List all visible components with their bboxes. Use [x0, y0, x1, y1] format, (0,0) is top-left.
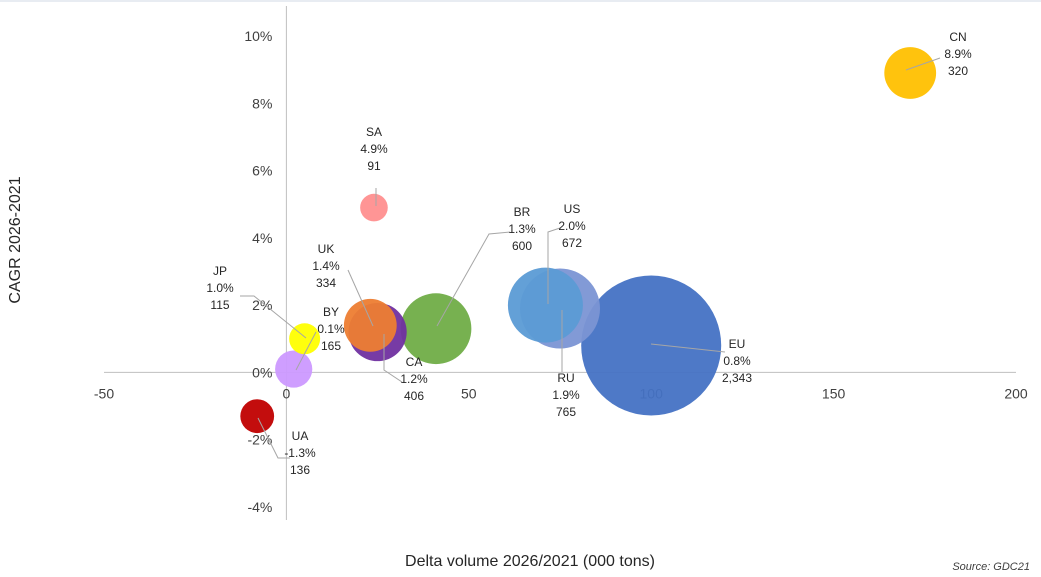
ru-cagr-label: 1.9% — [552, 388, 580, 402]
leader-line-br — [436, 231, 511, 327]
y-tick-label: -4% — [247, 499, 272, 515]
br-cagr-label: 1.3% — [508, 222, 536, 236]
x-tick-label: 50 — [461, 385, 477, 401]
ua-volume-label: 136 — [290, 463, 310, 477]
bubble-eu — [581, 275, 722, 416]
x-axis-title: Delta volume 2026/2021 (000 tons) — [405, 553, 655, 570]
jp-volume-label: 115 — [210, 298, 229, 312]
ca-volume-label: 406 — [404, 389, 424, 403]
br-volume-label: 600 — [512, 239, 532, 253]
y-axis-title: CAGR 2026-2021 — [7, 176, 24, 303]
sa-cagr-label: 4.9% — [360, 142, 388, 156]
x-tick-label: 200 — [1004, 385, 1028, 401]
bubble-cn — [884, 47, 937, 99]
ca-cagr-label: 1.2% — [400, 372, 428, 386]
eu-name-label: EU — [729, 337, 746, 351]
ru-name-label: RU — [557, 371, 574, 385]
jp-cagr-label: 1.0% — [206, 281, 234, 295]
eu-volume-label: 2,343 — [722, 371, 752, 385]
by-cagr-label: 0.1% — [317, 322, 345, 336]
uk-cagr-label: 1.4% — [312, 259, 340, 273]
y-tick-label: 0% — [252, 364, 272, 380]
leader-line-uk — [347, 269, 374, 327]
cn-name-label: CN — [949, 30, 966, 44]
bubble-uk — [343, 298, 397, 352]
leader-line-ca — [383, 334, 403, 383]
leader-line-by — [295, 331, 317, 371]
bubble-ua — [240, 399, 275, 434]
source-note: Source: GDC21 — [952, 561, 1030, 573]
y-tick-label: 2% — [252, 297, 272, 313]
bubble-us — [507, 267, 583, 343]
sa-name-label: SA — [366, 125, 382, 139]
bubbles — [240, 47, 937, 434]
leader-line-ua — [257, 417, 290, 459]
us-name-label: US — [564, 202, 581, 216]
leader-line-eu — [650, 343, 726, 353]
by-name-label: BY — [323, 305, 339, 319]
y-tick-label: 6% — [252, 163, 272, 179]
ru-volume-label: 765 — [556, 405, 576, 419]
ua-cagr-label: -1.3% — [284, 446, 316, 460]
x-tick-label: 150 — [822, 385, 846, 401]
leader-line-us — [547, 227, 561, 304]
ca-name-label: CA — [406, 355, 423, 369]
bubble-sa — [360, 193, 388, 222]
y-tick-label: 4% — [252, 230, 272, 246]
us-volume-label: 672 — [562, 236, 582, 250]
eu-cagr-label: 0.8% — [723, 354, 751, 368]
bubble-labels: EU 0.8% 2,343 RU 1.9% 765 US 2.0% 672 BR 1.3% 600 CA… — [206, 30, 972, 477]
by-volume-label: 165 — [321, 339, 341, 353]
x-tick-label: -50 — [94, 385, 114, 401]
axes: -50050100150200-4%-2%0%2%4%6%8%10% — [94, 6, 1028, 520]
x-tick-label: 0 — [283, 385, 291, 401]
leader-line-cn — [905, 57, 941, 71]
uk-name-label: UK — [318, 242, 335, 256]
us-cagr-label: 2.0% — [558, 219, 586, 233]
y-tick-label: -2% — [247, 432, 272, 448]
y-tick-label: 10% — [244, 28, 272, 44]
y-tick-label: 8% — [252, 95, 272, 111]
br-name-label: BR — [514, 205, 531, 219]
bubble-br — [400, 293, 472, 365]
cn-volume-label: 320 — [948, 64, 968, 78]
sa-volume-label: 91 — [367, 159, 381, 173]
leader-line-jp — [240, 295, 307, 339]
jp-name-label: JP — [213, 264, 227, 278]
uk-volume-label: 334 — [316, 276, 336, 290]
bubble-by — [275, 350, 313, 388]
cn-cagr-label: 8.9% — [944, 47, 972, 61]
ua-name-label: UA — [292, 429, 309, 443]
